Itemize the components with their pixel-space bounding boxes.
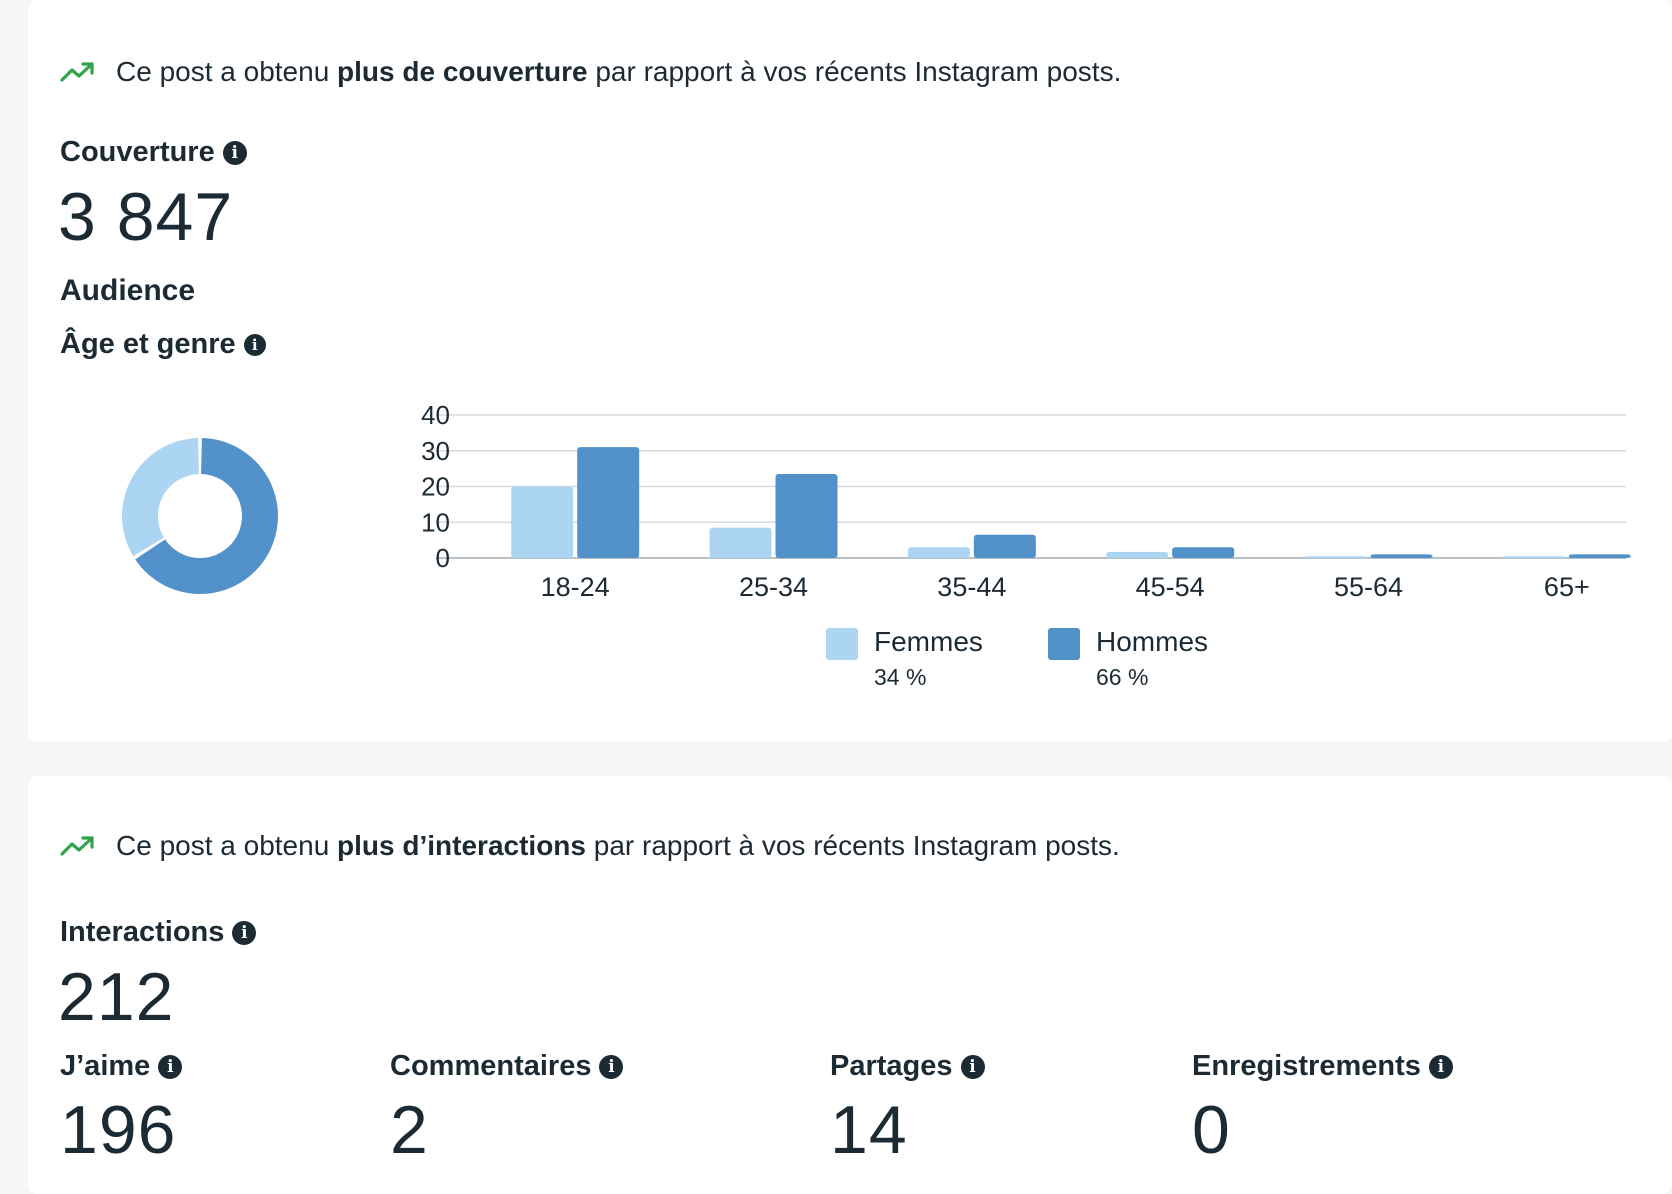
audience-heading: Audience	[60, 274, 196, 307]
stat-label: J’aime i	[60, 1050, 183, 1083]
reach-card: Ce post a obtenu plus de couverture par …	[28, 0, 1672, 742]
legend-item-femmes: Femmes 34 %	[826, 626, 983, 691]
interactions-card: Ce post a obtenu plus d’interactions par…	[28, 776, 1672, 1194]
info-icon[interactable]: i	[960, 1054, 985, 1079]
bar-hommes-25-34[interactable]	[775, 473, 838, 558]
bar-femmes-35-44[interactable]	[907, 547, 970, 558]
trending-up-icon	[60, 836, 94, 856]
insight-text: Ce post a obtenu plus de couverture par …	[116, 56, 1122, 87]
legend-percent: 34 %	[874, 664, 927, 690]
x-tick-label: 55-64	[1334, 572, 1403, 602]
trending-up-icon	[60, 62, 94, 82]
bar-femmes-65+[interactable]	[1502, 556, 1565, 558]
interactions-insight: Ce post a obtenu plus d’interactions par…	[60, 830, 1120, 862]
stat-saves: Enregistrements i 0	[1192, 1050, 1453, 1169]
legend-swatch	[826, 628, 858, 660]
insight-text: Ce post a obtenu plus d’interactions par…	[116, 830, 1120, 861]
age-gender-heading: Âge et genre i	[60, 328, 266, 361]
bar-hommes-18-24[interactable]	[577, 447, 640, 558]
legend-swatch	[1048, 628, 1080, 660]
x-tick-label: 25-34	[739, 572, 808, 602]
info-icon[interactable]: i	[599, 1054, 624, 1079]
bar-hommes-55-64[interactable]	[1370, 554, 1433, 558]
coverage-label: Couverture i	[60, 136, 247, 169]
stat-shares: Partages i 14	[830, 1050, 985, 1169]
y-tick-label: 40	[421, 400, 450, 430]
bar-femmes-25-34[interactable]	[709, 527, 772, 558]
y-tick-label: 10	[421, 507, 450, 537]
donut-slice-hommes[interactable]	[135, 438, 278, 594]
stat-value: 2	[390, 1092, 429, 1168]
age-bar-chart: 0 10 20 30 40 18-24 25-34 35-44 45-54 55-64 65+	[421, 400, 1631, 602]
insight-bold: plus d’interactions	[337, 830, 586, 861]
bar-femmes-55-64[interactable]	[1304, 556, 1367, 558]
legend-item-hommes: Hommes 66 %	[1048, 626, 1208, 691]
bar-hommes-65+[interactable]	[1568, 554, 1631, 558]
stat-value: 14	[830, 1092, 908, 1168]
info-icon[interactable]: i	[158, 1054, 183, 1079]
stat-label: Enregistrements i	[1192, 1050, 1453, 1083]
y-tick-label: 0	[436, 543, 450, 573]
insight-bold: plus de couverture	[337, 56, 588, 87]
x-tick-label: 18-24	[541, 572, 610, 602]
stat-label: Partages i	[830, 1050, 985, 1083]
gender-donut-chart	[122, 438, 278, 594]
x-tick-label: 35-44	[937, 572, 1006, 602]
donut-slice-femmes[interactable]	[122, 438, 199, 557]
bar-femmes-18-24[interactable]	[511, 486, 574, 559]
stat-likes: J’aime i 196	[60, 1050, 183, 1169]
bar-femmes-45-54[interactable]	[1106, 551, 1169, 558]
legend-label: Femmes	[874, 626, 983, 657]
info-icon[interactable]: i	[222, 140, 247, 165]
reach-insight: Ce post a obtenu plus de couverture par …	[60, 56, 1121, 88]
stat-comments: Commentaires i 2	[390, 1050, 624, 1169]
info-icon[interactable]: i	[1428, 1054, 1453, 1079]
stat-value: 0	[1192, 1092, 1231, 1168]
x-tick-label: 45-54	[1136, 572, 1205, 602]
interactions-value: 212	[58, 959, 175, 1035]
x-tick-label: 65+	[1544, 572, 1590, 602]
bar-hommes-45-54[interactable]	[1172, 547, 1235, 558]
stat-label: Commentaires i	[390, 1050, 624, 1083]
info-icon[interactable]: i	[232, 920, 257, 945]
stat-value: 196	[60, 1092, 177, 1168]
y-tick-label: 20	[421, 472, 450, 502]
legend-label: Hommes	[1096, 626, 1209, 657]
bar-hommes-35-44[interactable]	[973, 534, 1036, 558]
info-icon[interactable]: i	[243, 333, 266, 356]
legend-percent: 66 %	[1096, 664, 1149, 690]
interactions-label: Interactions i	[60, 916, 257, 949]
y-tick-label: 30	[421, 436, 450, 466]
coverage-value: 3 847	[58, 179, 234, 255]
